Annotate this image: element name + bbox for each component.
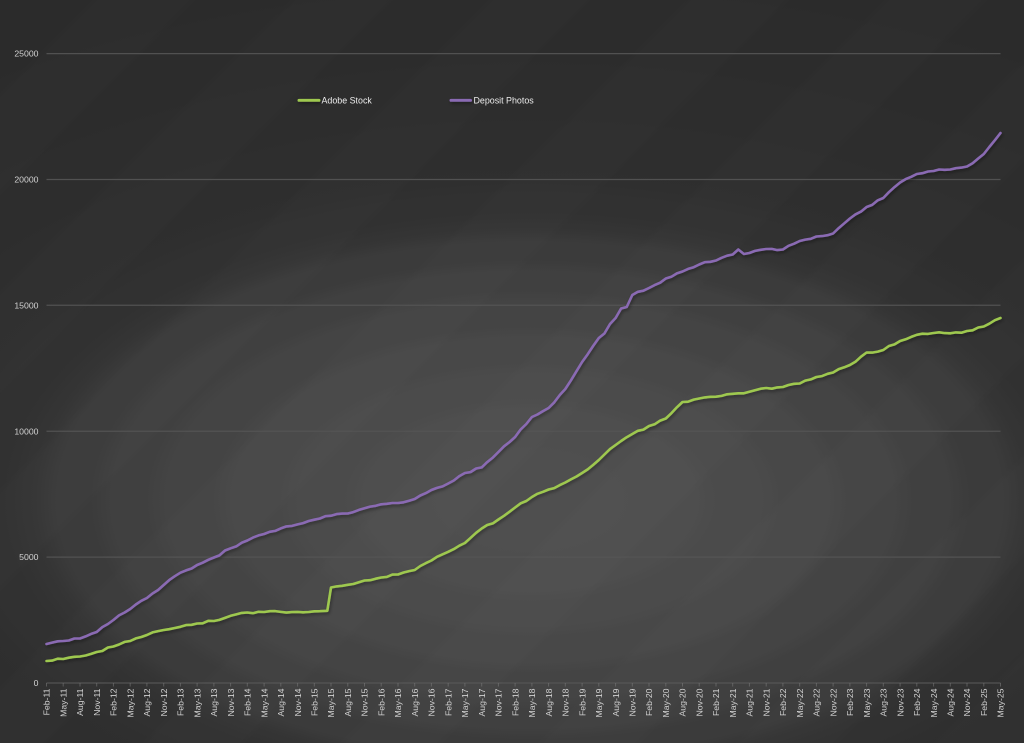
svg-text:Nov-11: Nov-11 [92,688,102,716]
svg-text:Nov-12: Nov-12 [159,688,169,716]
svg-text:15000: 15000 [14,300,38,310]
svg-text:Feb-18: Feb-18 [510,688,520,716]
svg-text:Aug-13: Aug-13 [209,688,219,716]
svg-text:Nov-17: Nov-17 [494,688,504,716]
svg-text:Feb-25: Feb-25 [979,688,989,716]
svg-text:Nov-23: Nov-23 [895,688,905,716]
svg-text:Feb-12: Feb-12 [109,688,119,716]
svg-text:May-18: May-18 [527,688,537,717]
svg-text:0: 0 [34,678,39,688]
svg-text:Nov-14: Nov-14 [293,688,303,716]
svg-text:Aug-20: Aug-20 [678,688,688,716]
svg-text:Nov-19: Nov-19 [628,688,638,716]
svg-text:May-17: May-17 [460,688,470,717]
svg-text:Aug-18: Aug-18 [544,688,554,716]
svg-text:Feb-21: Feb-21 [711,688,721,716]
svg-text:Deposit Photos: Deposit Photos [474,95,535,105]
svg-text:Nov-15: Nov-15 [360,688,370,716]
svg-text:Aug-12: Aug-12 [142,688,152,716]
svg-text:Feb-11: Feb-11 [42,688,52,715]
svg-text:Feb-16: Feb-16 [376,688,386,716]
svg-text:May-13: May-13 [192,688,202,717]
svg-text:May-16: May-16 [393,688,403,717]
svg-text:Feb-23: Feb-23 [845,688,855,716]
svg-text:May-22: May-22 [795,688,805,717]
svg-text:Nov-18: Nov-18 [561,688,571,716]
svg-text:Adobe Stock: Adobe Stock [322,95,373,105]
svg-text:Aug-16: Aug-16 [410,688,420,716]
svg-text:Aug-21: Aug-21 [745,688,755,716]
svg-text:Aug-11: Aug-11 [75,688,85,716]
svg-text:May-25: May-25 [996,688,1006,717]
svg-text:Aug-24: Aug-24 [946,688,956,716]
svg-text:Feb-14: Feb-14 [243,688,253,716]
svg-text:Aug-17: Aug-17 [477,688,487,716]
svg-text:Aug-14: Aug-14 [276,688,286,716]
svg-text:Feb-22: Feb-22 [778,688,788,716]
svg-text:Nov-24: Nov-24 [962,688,972,716]
svg-text:Nov-20: Nov-20 [694,688,704,716]
svg-text:Aug-22: Aug-22 [812,688,822,716]
svg-text:20000: 20000 [14,175,38,185]
svg-text:May-15: May-15 [326,688,336,717]
svg-text:May-21: May-21 [728,688,738,717]
svg-text:Feb-19: Feb-19 [577,688,587,716]
svg-text:10000: 10000 [14,426,38,436]
svg-text:May-24: May-24 [929,688,939,717]
svg-text:Aug-19: Aug-19 [611,688,621,716]
svg-text:Aug-23: Aug-23 [879,688,889,716]
svg-text:Feb-20: Feb-20 [644,688,654,716]
svg-text:Feb-17: Feb-17 [443,688,453,716]
svg-text:May-11: May-11 [58,688,68,716]
svg-text:Feb-13: Feb-13 [176,688,186,716]
svg-text:Nov-21: Nov-21 [761,688,771,716]
svg-text:May-23: May-23 [862,688,872,717]
svg-text:Aug-15: Aug-15 [343,688,353,716]
svg-text:May-14: May-14 [259,688,269,717]
svg-text:Nov-16: Nov-16 [427,688,437,716]
svg-text:25000: 25000 [14,49,38,59]
svg-text:Feb-24: Feb-24 [912,688,922,716]
svg-text:May-20: May-20 [661,688,671,717]
svg-text:Nov-22: Nov-22 [828,688,838,716]
svg-text:May-12: May-12 [125,688,135,717]
svg-text:5000: 5000 [19,552,38,562]
svg-text:Nov-13: Nov-13 [226,688,236,716]
svg-text:May-19: May-19 [594,688,604,717]
svg-text:Feb-15: Feb-15 [310,688,320,716]
